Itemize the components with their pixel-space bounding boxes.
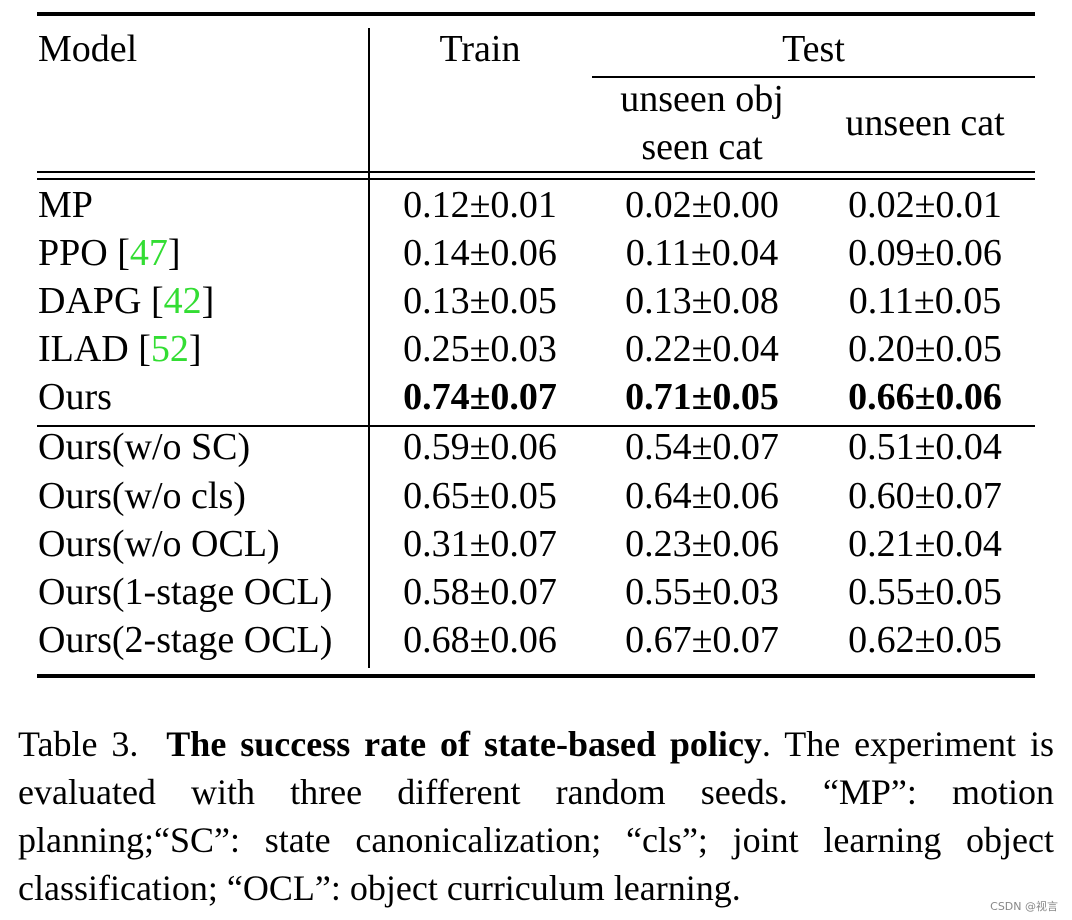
model-name: DAPG [	[38, 280, 164, 322]
table-cell-obj: 0.67±0.07	[625, 619, 779, 661]
table-cell-train: 0.58±0.07	[403, 571, 557, 613]
test-underline	[592, 76, 1035, 78]
table-row-model: PPO [47]	[38, 230, 181, 276]
table-cell-train: 0.74±0.07	[403, 376, 557, 418]
table-cell-cat: 0.66±0.06	[848, 376, 1002, 418]
table-cell-train: 0.65±0.05	[403, 475, 557, 517]
table-row-model: Ours(w/o cls)	[38, 473, 246, 519]
model-name: Ours(w/o SC)	[38, 426, 251, 468]
watermark: CSDN @视言	[990, 900, 1058, 913]
table-cell-cat: 0.51±0.04	[848, 426, 1002, 468]
model-name: PPO [	[38, 232, 130, 274]
model-name: ILAD [	[38, 328, 151, 370]
table-cell-cat: 0.21±0.04	[848, 523, 1002, 565]
model-name: Ours(w/o cls)	[38, 475, 246, 517]
table-cell-cat: 0.60±0.07	[848, 475, 1002, 517]
model-name: Ours	[38, 376, 112, 418]
bottom-rule	[37, 674, 1035, 678]
table-row-model: MP	[38, 182, 93, 228]
table-cell-obj: 0.13±0.08	[625, 280, 779, 322]
citation-link[interactable]: 42	[163, 280, 202, 322]
model-name: Ours(1-stage OCL)	[38, 571, 333, 613]
table-cell-train: 0.68±0.06	[403, 619, 557, 661]
table-cell-train: 0.13±0.05	[403, 280, 557, 322]
citation-close-bracket: ]	[188, 328, 202, 370]
table-cell-obj: 0.22±0.04	[625, 328, 779, 370]
header-seen-cat: seen cat	[641, 126, 763, 168]
citation-link[interactable]: 47	[129, 232, 168, 274]
table-cell-obj: 0.11±0.04	[625, 232, 779, 274]
table-cell-train: 0.12±0.01	[403, 184, 557, 226]
model-name: Ours(w/o OCL)	[38, 523, 280, 565]
table-cell-obj: 0.23±0.06	[625, 523, 779, 565]
citation-close-bracket: ]	[201, 280, 215, 322]
table-row-model: Ours(1-stage OCL)	[38, 569, 332, 615]
table-cell-cat: 0.09±0.06	[848, 232, 1002, 274]
citation-link[interactable]: 52	[150, 328, 189, 370]
table-cell-obj: 0.55±0.03	[625, 571, 779, 613]
table-row-model: DAPG [42]	[38, 278, 214, 324]
table-cell-cat: 0.62±0.05	[848, 619, 1002, 661]
model-name: Ours(2-stage OCL)	[38, 619, 333, 661]
citation-close-bracket: ]	[167, 232, 181, 274]
table-cell-obj: 0.64±0.06	[625, 475, 779, 517]
table-row-model: Ours	[38, 374, 112, 420]
table-row-model: Ours(w/o OCL)	[38, 521, 280, 567]
table-cell-obj: 0.54±0.07	[625, 426, 779, 468]
table-cell-train: 0.31±0.07	[403, 523, 557, 565]
caption-title: The success rate of state-based policy	[166, 724, 762, 764]
header-double-rule-bottom	[37, 178, 1035, 180]
table-cell-train: 0.14±0.06	[403, 232, 557, 274]
top-rule	[37, 12, 1035, 16]
table-cell-cat: 0.55±0.05	[848, 571, 1002, 613]
header-model: Model	[38, 28, 138, 70]
header-double-rule-top	[37, 171, 1035, 173]
header-train: Train	[439, 28, 521, 70]
caption-text: . The experiment is evaluated with three…	[18, 724, 1055, 908]
group-divider-rule	[37, 425, 1035, 427]
caption-label: Table 3.	[18, 724, 139, 764]
model-name: MP	[38, 184, 93, 226]
table-cell-obj: 0.02±0.00	[625, 184, 779, 226]
header-unseen-cat: unseen cat	[845, 102, 1005, 144]
table-cell-cat: 0.02±0.01	[848, 184, 1002, 226]
table-row-model: Ours(w/o SC)	[38, 424, 250, 470]
table-cell-obj: 0.71±0.05	[625, 376, 779, 418]
table-cell-train: 0.59±0.06	[403, 426, 557, 468]
table-cell-cat: 0.20±0.05	[848, 328, 1002, 370]
model-column-divider	[368, 28, 370, 668]
header-unseen-obj: unseen obj	[620, 78, 784, 120]
table-caption: Table 3. The success rate of state-based…	[18, 720, 1054, 912]
table-cell-train: 0.25±0.03	[403, 328, 557, 370]
table-row-model: Ours(2-stage OCL)	[38, 617, 332, 663]
table-cell-cat: 0.11±0.05	[848, 280, 1002, 322]
header-test: Test	[782, 28, 845, 70]
table-row-model: ILAD [52]	[38, 326, 202, 372]
